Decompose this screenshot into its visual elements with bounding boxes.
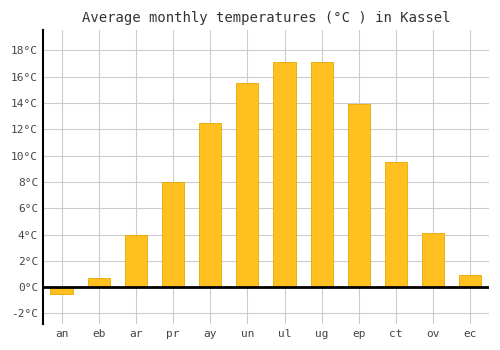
Bar [124, 234, 147, 287]
Bar [162, 182, 184, 287]
Bar [459, 275, 481, 287]
Title: Average monthly temperatures (°C ) in Kassel: Average monthly temperatures (°C ) in Ka… [82, 11, 450, 25]
Bar [50, 287, 72, 294]
Bar [422, 233, 444, 287]
Bar [236, 83, 258, 287]
Bar [385, 162, 407, 287]
Bar [88, 278, 110, 287]
Bar [274, 62, 295, 287]
Bar [310, 62, 333, 287]
Bar [348, 104, 370, 287]
Bar [199, 122, 222, 287]
